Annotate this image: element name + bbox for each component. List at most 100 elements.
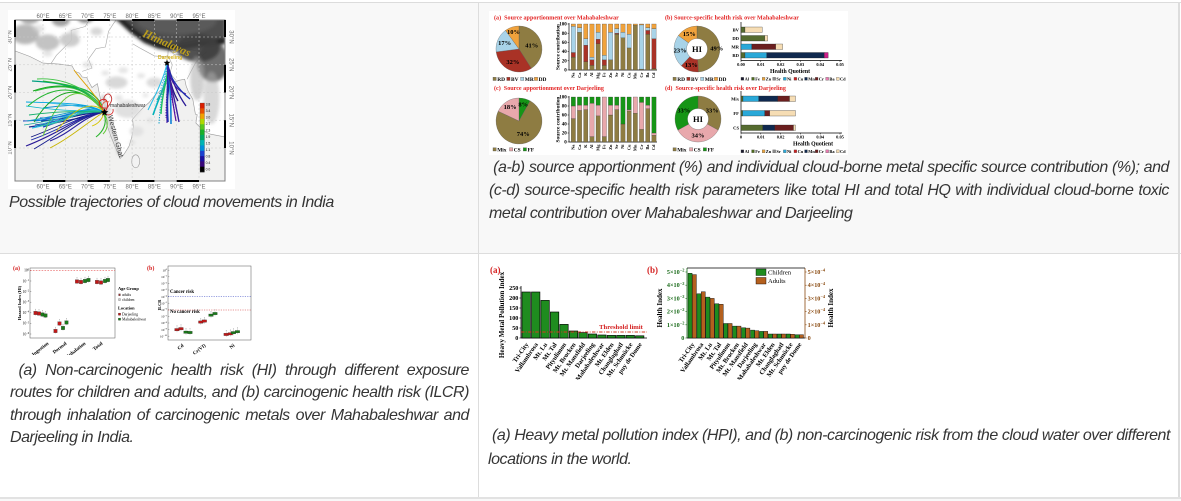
svg-text:Cr: Cr [639,144,644,149]
svg-text:Mix: Mix [497,148,507,154]
svg-text:0: 0 [515,335,518,342]
svg-text:mahabaleshwar: mahabaleshwar [110,103,146,109]
svg-text:Source contribution: Source contribution [556,97,562,143]
svg-text:Cu: Cu [626,144,631,150]
svg-text:23%: 23% [674,48,687,55]
svg-text:2.3: 2.3 [206,129,211,133]
svg-text:15%: 15% [683,31,696,38]
svg-text:40: 40 [562,50,568,55]
svg-text:41%: 41% [525,42,538,49]
svg-text:13%: 13% [685,62,698,69]
svg-text:Dermal: Dermal [52,341,68,355]
svg-text:50: 50 [512,325,518,332]
svg-text:4×10−2: 4×10−2 [667,281,685,289]
svg-text:Age Group: Age Group [118,286,139,291]
svg-text:FF: FF [733,111,739,116]
svg-text:3×10−2: 3×10−2 [667,294,685,302]
svg-text:60°E: 60°E [36,14,49,20]
svg-text:0: 0 [681,335,684,342]
svg-text:RD: RD [732,53,739,58]
svg-text:3.8: 3.8 [206,103,211,107]
svg-text:Mn: Mn [633,72,638,79]
svg-text:10−5: 10−5 [23,321,30,325]
svg-text:3.0: 3.0 [206,116,211,120]
svg-text:Ni: Ni [620,144,625,149]
svg-text:95°E: 95°E [192,185,205,190]
svg-text:10−1: 10−1 [161,275,168,279]
svg-text:32%: 32% [506,59,519,66]
svg-text:Sr: Sr [776,149,780,154]
svg-text:0.04: 0.04 [816,135,824,140]
svg-text:(d) Source-specific health ri: (d) Source-specific health risk over Dar… [665,85,786,92]
svg-text:150: 150 [509,305,518,312]
svg-text:0: 0 [564,141,567,146]
svg-text:Ba: Ba [829,149,835,154]
svg-text:33%: 33% [706,108,719,115]
svg-text:85°E: 85°E [148,14,161,20]
svg-text:100: 100 [559,23,567,28]
svg-text:Cr: Cr [819,149,824,154]
svg-text:0.0: 0.0 [206,168,211,172]
svg-text:20: 20 [562,59,568,64]
svg-text:Ni: Ni [229,343,236,350]
svg-text:25°N: 25°N [228,58,234,71]
svg-text:200: 200 [509,295,518,302]
svg-text:20°N: 20°N [228,86,234,99]
svg-text:K: K [583,72,588,76]
svg-text:10−3: 10−3 [23,300,30,304]
svg-text:60: 60 [562,114,568,119]
svg-text:Zn: Zn [608,144,613,150]
svg-text:0.01: 0.01 [757,62,765,67]
svg-text:90°E: 90°E [170,14,183,20]
svg-text:DD: DD [539,77,547,83]
svg-text:Hazard Index (HI): Hazard Index (HI) [17,285,22,320]
svg-text:25°N: 25°N [8,58,14,71]
svg-text:65°E: 65°E [59,185,72,190]
svg-text:10−6: 10−6 [23,332,30,336]
svg-text:Al: Al [589,144,594,149]
svg-text:(a): (a) [13,265,20,272]
svg-text:20°N: 20°N [8,86,14,99]
svg-text:Ni: Ni [787,149,792,154]
svg-text:MR: MR [525,77,534,83]
svg-text:Mn: Mn [633,144,638,151]
svg-text:70°E: 70°E [81,14,94,20]
svg-text:60°E: 60°E [36,185,49,190]
svg-text:30°N: 30°N [8,30,14,43]
svg-text:Cu: Cu [798,149,804,154]
svg-text:BV: BV [511,77,519,83]
svg-text:Ni: Ni [620,72,625,77]
svg-text:10−3: 10−3 [161,288,168,292]
svg-text:Inhalation: Inhalation [67,342,88,355]
svg-text:adults: adults [122,293,132,297]
svg-text:Health Quotient: Health Quotient [770,69,810,75]
svg-text:MR: MR [705,77,714,83]
svg-text:10−6: 10−6 [161,308,168,312]
svg-text:75°E: 75°E [103,185,116,190]
svg-text:Ingestion: Ingestion [32,342,51,355]
svg-text:Ni: Ni [787,77,792,82]
svg-text:Cd: Cd [840,149,846,154]
svg-text:2×10−2: 2×10−2 [667,307,685,315]
svg-text:BV: BV [733,27,740,32]
svg-text:75°E: 75°E [103,14,116,20]
svg-text:Adults: Adults [768,278,786,285]
svg-text:Fe: Fe [602,72,607,77]
svg-text:4×10−4: 4×10−4 [808,281,826,289]
svg-text:0: 0 [564,69,567,74]
svg-text:Health Quotient: Health Quotient [793,142,833,148]
svg-text:Sr: Sr [776,77,780,82]
svg-text:95°E: 95°E [192,14,205,20]
svg-text:CS: CS [733,125,739,130]
svg-text:Threshold limit: Threshold limit [599,324,643,331]
svg-text:ILCR: ILCR [157,299,162,311]
svg-text:10−1: 10−1 [23,279,30,283]
svg-text:Fe: Fe [755,149,760,154]
svg-text:Zn: Zn [766,77,772,82]
svg-text:Sr: Sr [614,72,619,76]
svg-text:1.9: 1.9 [206,135,211,139]
svg-text:3×10−4: 3×10−4 [808,294,826,302]
svg-text:Mg: Mg [595,72,600,79]
svg-text:0.03: 0.03 [797,135,805,140]
svg-text:(b): (b) [647,265,658,275]
